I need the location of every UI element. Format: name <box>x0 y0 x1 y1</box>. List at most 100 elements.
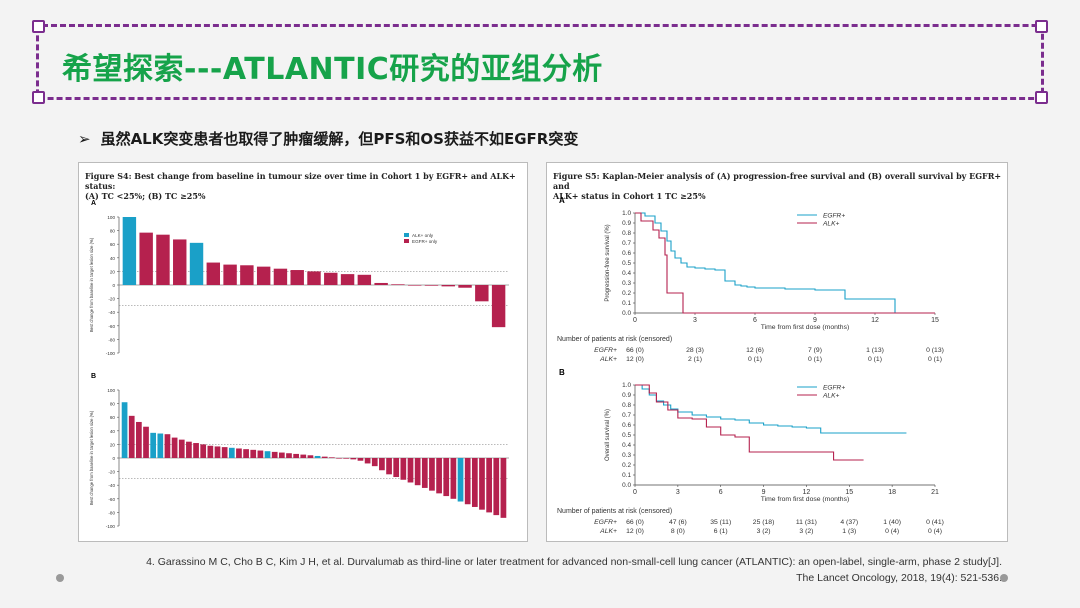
bar <box>207 445 214 458</box>
y-tick-label: 0.6 <box>622 422 631 429</box>
bar <box>391 284 405 285</box>
panel-letter: A <box>91 200 96 207</box>
x-axis-label: Time from first dose (months) <box>761 496 850 503</box>
bar <box>486 458 492 513</box>
bar <box>271 451 278 458</box>
bar <box>264 451 271 458</box>
bar <box>364 458 371 464</box>
waterfall-figure-panel: Figure S4: Best change from baseline in … <box>78 162 528 542</box>
bar <box>257 450 264 458</box>
y-tick-label: -60 <box>108 324 115 329</box>
x-tick-label: 21 <box>931 489 939 496</box>
x-tick-label: 18 <box>888 489 896 496</box>
title-frame <box>32 20 1048 104</box>
risk-value: 3 (2) <box>799 528 813 535</box>
bar <box>186 441 192 458</box>
panel-letter: A <box>559 196 565 205</box>
bullet-text: 虽然ALK突变患者也取得了肿瘤缓解，但PFS和OS获益不如EGFR突变 <box>100 130 579 148</box>
x-tick-label: 12 <box>871 317 879 324</box>
y-tick-label: -60 <box>108 497 115 502</box>
risk-value: 0 (13) <box>926 347 944 354</box>
y-tick-label: 0.4 <box>622 270 631 277</box>
bar <box>379 458 385 471</box>
x-tick-label: 12 <box>803 489 811 496</box>
bar <box>443 458 450 497</box>
bar <box>400 458 407 480</box>
y-tick-label: 0.5 <box>622 260 631 267</box>
bar <box>214 446 221 458</box>
bar <box>357 274 372 285</box>
y-tick-label: -20 <box>108 470 115 475</box>
legend-swatch-egfr <box>404 239 409 243</box>
km-chart-pfs: A 1.0 0.9 0.8 0.7 0.6 0.5 0.4 0.3 0.2 0.1 0.00 3 6 9 12… <box>557 196 944 363</box>
bar <box>206 262 221 285</box>
risk-value: 47 (6) <box>669 519 687 526</box>
bar <box>407 285 422 286</box>
bar <box>200 444 207 458</box>
risk-value: 0 (4) <box>885 528 899 535</box>
bar <box>429 458 435 491</box>
km-curve-alk <box>635 212 935 314</box>
km-curve-egfr <box>635 212 935 314</box>
y-axis-label: Overall survival (%) <box>605 409 611 461</box>
risk-value: 0 (1) <box>748 356 762 363</box>
x-tick-label: 3 <box>676 489 680 496</box>
bar <box>228 447 235 458</box>
risk-value: 1 (13) <box>866 347 884 354</box>
bar <box>256 266 271 285</box>
y-tick-label: 1.0 <box>622 382 631 389</box>
y-axis-label: Best change from baseline in target lesi… <box>89 410 94 505</box>
waterfall-chart-a: A 100 80 60 40 20 0 -20 -40 -60 -80 -100 Best change… <box>89 200 509 356</box>
bar <box>336 458 342 459</box>
bar <box>314 455 321 458</box>
x-axis-label: Time from first dose (months) <box>761 324 850 331</box>
risk-value: 6 (1) <box>714 528 728 535</box>
y-tick-label: 0.6 <box>622 250 631 257</box>
bar <box>236 448 242 458</box>
bar <box>221 447 228 458</box>
y-tick-label: 0.8 <box>622 402 631 409</box>
risk-row-label: ALK+ <box>599 356 617 363</box>
risk-value: 25 (18) <box>753 519 775 526</box>
bar <box>286 453 292 458</box>
bar <box>471 458 478 507</box>
legend-label: ALK+ <box>822 393 839 400</box>
bar <box>273 268 288 285</box>
y-tick-label: 0.3 <box>622 452 631 459</box>
y-tick-label: 80 <box>110 229 116 234</box>
y-axis-label: Progression-free survival (%) <box>605 224 611 301</box>
risk-table-header: Number of patients at risk (censored) <box>557 508 672 515</box>
bar <box>293 453 299 458</box>
y-tick-label: 0.7 <box>622 412 631 419</box>
y-tick-label: 20 <box>110 442 116 447</box>
bar <box>450 458 457 499</box>
bar <box>374 282 388 285</box>
risk-value: 35 (11) <box>710 519 731 526</box>
bar <box>457 458 464 502</box>
legend-label: EGFR+ only <box>412 239 438 244</box>
y-tick-label: 0.5 <box>622 432 631 439</box>
bar <box>393 458 400 478</box>
risk-row-label: EGFR+ <box>594 519 617 526</box>
y-tick-label: 0.1 <box>622 472 631 479</box>
y-tick-label: -20 <box>108 297 115 302</box>
frame-handle <box>32 91 45 104</box>
bar <box>436 458 442 494</box>
bar <box>156 234 170 285</box>
legend-label: ALK+ <box>822 221 839 228</box>
bar <box>150 432 157 458</box>
risk-value: 7 (9) <box>808 347 822 354</box>
bar <box>500 458 507 518</box>
bar <box>464 458 471 505</box>
waterfall-chart-b: B 100 80 60 40 20 0 -20 -40 -60 -80 -100 Best change… <box>89 373 509 529</box>
bar <box>173 239 187 285</box>
y-tick-label: 100 <box>107 388 115 393</box>
bar <box>329 457 335 458</box>
bar <box>300 454 307 458</box>
bar <box>178 439 185 458</box>
bar <box>458 285 472 288</box>
risk-value: 4 (37) <box>840 519 858 526</box>
reference-line: The Lancet Oncology, 2018, 19(4): 521-53… <box>796 572 1002 584</box>
risk-value: 3 (2) <box>757 528 771 535</box>
legend-label: EGFR+ <box>823 385 845 392</box>
